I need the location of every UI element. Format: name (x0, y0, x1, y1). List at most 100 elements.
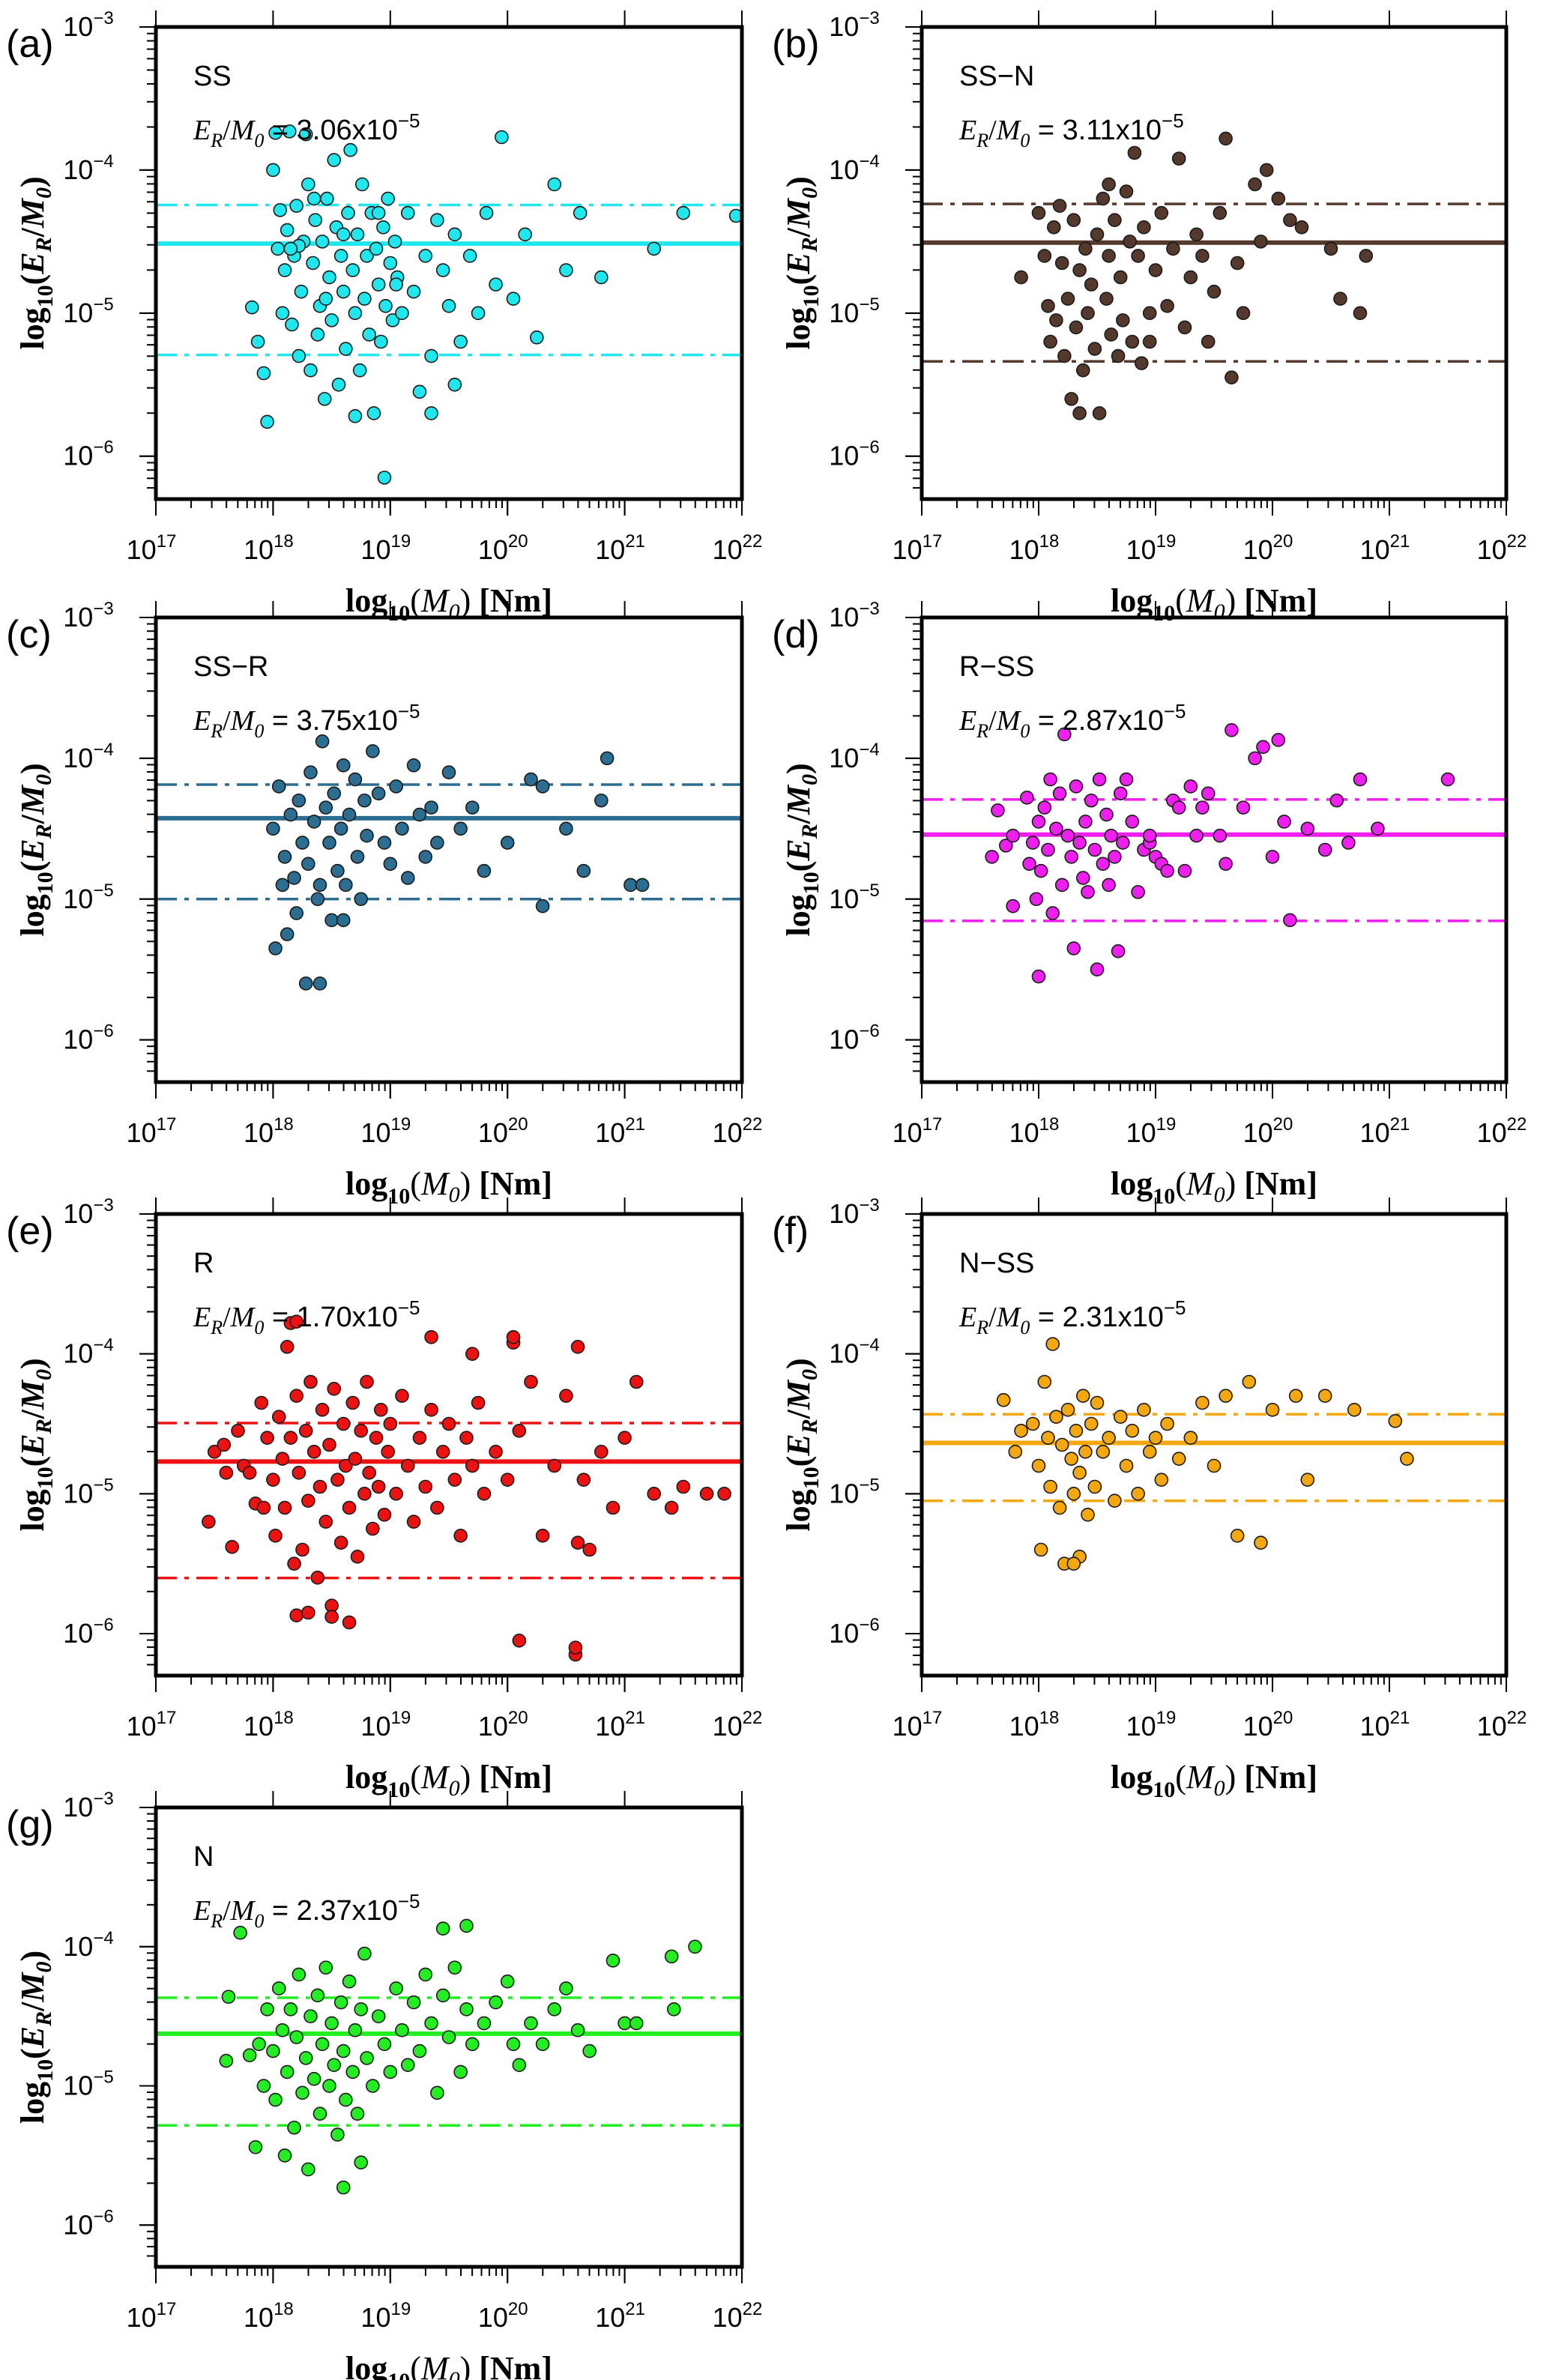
data-point (1353, 306, 1368, 321)
panel-b: (b)1017 1018 1019 1020 1021 102210−310−410−51… (772, 8, 1527, 626)
label-paren: ) (1225, 1165, 1237, 1202)
data-point (1119, 184, 1134, 199)
panel-label: (e) (6, 1209, 54, 1253)
tick-exponent: −6 (859, 1021, 879, 1042)
data-point (996, 1392, 1011, 1407)
label-paren: ( (780, 861, 817, 872)
data-point (1104, 828, 1119, 843)
tick-base: 10 (244, 2302, 274, 2333)
annot-slash: / (988, 115, 997, 146)
data-point (362, 327, 376, 342)
data-point (1400, 1452, 1414, 1466)
data-point (1078, 1445, 1093, 1459)
data-point (529, 330, 544, 345)
category-title: R (193, 1248, 214, 1279)
tick-exponent: 19 (1156, 1114, 1177, 1135)
data-point (271, 1410, 286, 1424)
tick-base: 10 (829, 1024, 859, 1055)
tick-base: 10 (1360, 534, 1390, 565)
tick-base: 10 (478, 1711, 508, 1742)
tick-exponent: −3 (859, 1195, 879, 1215)
label-M: M (780, 197, 817, 229)
data-point (342, 1500, 357, 1515)
data-point (307, 191, 321, 206)
data-point (277, 263, 292, 277)
tick-exponent: −3 (93, 1195, 113, 1215)
data-point (1084, 793, 1099, 808)
data-point (315, 734, 330, 749)
data-point (1020, 791, 1034, 805)
data-point (330, 863, 345, 878)
data-points (996, 1337, 1414, 1571)
label-paren: ) (1225, 1759, 1237, 1795)
data-point (1090, 962, 1105, 976)
annot-slash: / (223, 705, 231, 737)
data-point (512, 1424, 527, 1438)
label-log: log (780, 1489, 817, 1531)
data-point (225, 1539, 239, 1554)
label-log: log (1111, 1759, 1153, 1795)
tick-base: 10 (244, 534, 274, 565)
data-point (1113, 270, 1128, 285)
y-tick-label: 10−3 (63, 1195, 113, 1229)
data-point (1177, 863, 1192, 878)
data-point (1131, 1487, 1145, 1501)
data-point (582, 2044, 597, 2059)
data-point (1092, 772, 1107, 787)
tick-base: 10 (829, 884, 859, 914)
data-point (301, 857, 315, 872)
tick-exponent: 22 (743, 1114, 763, 1135)
data-point (999, 839, 1013, 853)
data-point (1102, 177, 1116, 192)
data-point (307, 2071, 321, 2086)
data-point (1075, 1389, 1090, 1403)
tick-exponent: 20 (1273, 531, 1293, 552)
data-point (373, 334, 388, 349)
tick-base: 10 (1126, 534, 1156, 565)
data-point (277, 850, 292, 864)
annot-exponent: −5 (1164, 700, 1186, 722)
data-point (1259, 163, 1274, 178)
x-tick-label: 1022 (1477, 1708, 1527, 1742)
y-axis-label: log10(ER/M0) (14, 1951, 58, 2124)
data-point (1388, 1413, 1403, 1428)
label-paren: ( (14, 274, 51, 286)
data-point (1277, 815, 1291, 829)
label-unit: [Nm] (471, 582, 552, 619)
data-point (406, 758, 421, 773)
data-point (1075, 871, 1090, 885)
data-point (283, 241, 298, 256)
tick-base: 10 (63, 602, 93, 632)
tick-base: 10 (63, 2209, 93, 2240)
label-M: M (780, 784, 817, 815)
label-subscript: 10 (33, 285, 58, 307)
y-tick-label: 10−4 (63, 740, 113, 773)
data-point (318, 800, 333, 815)
data-point (324, 2016, 339, 2031)
annot-value: = 3.11x10 (1030, 115, 1162, 146)
data-point (1359, 249, 1374, 263)
tick-base: 10 (360, 534, 390, 565)
plot-frame (154, 1805, 744, 2269)
data-point (1043, 1479, 1057, 1494)
data-point (395, 1389, 409, 1403)
data-point (327, 786, 342, 801)
data-point (1236, 306, 1251, 321)
data-point (1271, 733, 1286, 747)
data-point (1183, 270, 1198, 285)
data-point (1236, 800, 1251, 815)
data-point (479, 205, 494, 220)
data-point (424, 348, 438, 363)
annot-M: M (230, 1302, 256, 1333)
annot-M: M (230, 115, 256, 146)
data-point (371, 1479, 386, 1494)
data-point (1043, 334, 1057, 349)
category-title: R−SS (959, 651, 1034, 683)
tick-exponent: 20 (508, 1708, 528, 1728)
x-tick-label: 1022 (1477, 1114, 1527, 1148)
data-point (348, 306, 363, 321)
x-axis-label: log10(M0) [Nm] (345, 2350, 552, 2380)
data-point (1006, 828, 1020, 843)
data-point (327, 1382, 342, 1396)
data-point (310, 892, 325, 907)
